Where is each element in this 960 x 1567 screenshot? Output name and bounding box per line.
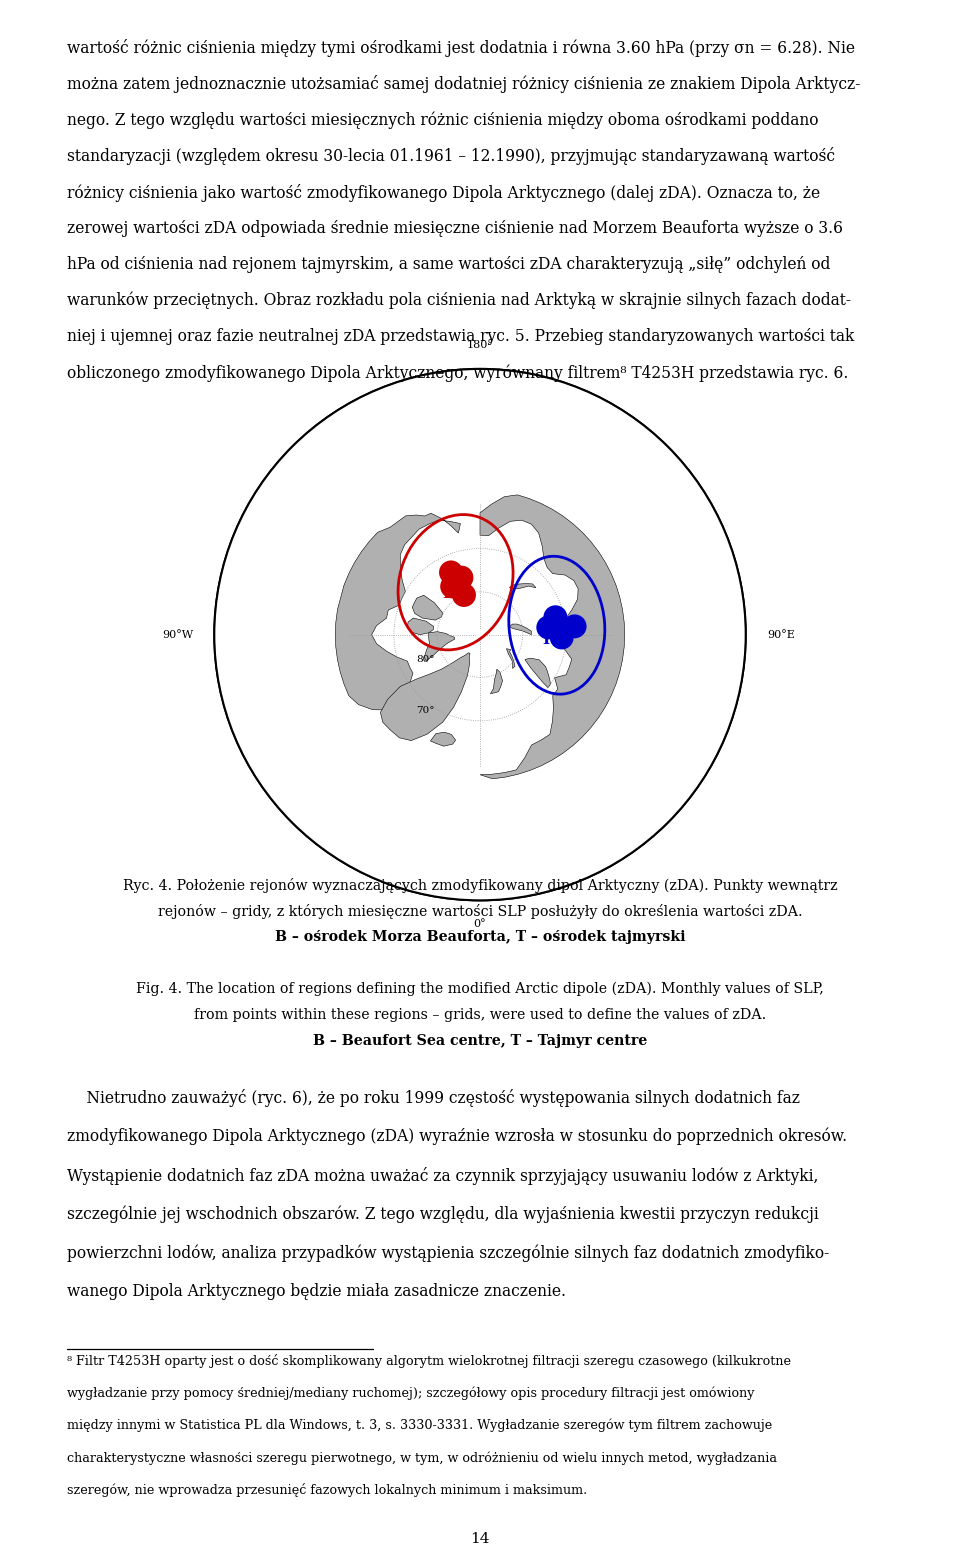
Text: rejonów – gridy, z których miesięczne wartości SLP posłużyły do określenia warto: rejonów – gridy, z których miesięczne wa… [157, 904, 803, 918]
Text: 90°E: 90°E [767, 630, 795, 639]
Text: 80°: 80° [416, 655, 434, 664]
Text: różnicy ciśnienia jako wartość zmodyfikowanego Dipola Arktycznego (dalej zDA). O: różnicy ciśnienia jako wartość zmodyfiko… [67, 183, 821, 202]
Text: charakterystyczne własności szeregu pierwotnego, w tym, w odróżnieniu od wielu i: charakterystyczne własności szeregu pier… [67, 1451, 778, 1465]
Text: szeregów, nie wprowadza przesunięć fazowych lokalnych minimum i maksimum.: szeregów, nie wprowadza przesunięć fazow… [67, 1484, 588, 1498]
Ellipse shape [214, 368, 746, 901]
Circle shape [449, 566, 473, 589]
Text: szczególnie jej wschodnich obszarów. Z tego względu, dla wyjaśnienia kwestii prz: szczególnie jej wschodnich obszarów. Z t… [67, 1205, 819, 1224]
Text: from points within these regions – grids, were used to define the values of zDA.: from points within these regions – grids… [194, 1008, 766, 1022]
Text: Ryc. 4. Położenie rejonów wyznaczających zmodyfikowany dipol Arktyczny (zDA). Pu: Ryc. 4. Położenie rejonów wyznaczających… [123, 878, 837, 893]
Polygon shape [509, 624, 531, 635]
Circle shape [452, 583, 476, 606]
Text: Fig. 4. The location of regions defining the modified Arctic dipole (zDA). Month: Fig. 4. The location of regions defining… [136, 983, 824, 997]
Text: nego. Z tego względu wartości miesięcznych różnic ciśnienia między oboma ośrodka: nego. Z tego względu wartości miesięczny… [67, 111, 819, 128]
Polygon shape [380, 653, 470, 741]
Text: Nietrudno zauważyć (ryc. 6), że po roku 1999 częstość występowania silnych dodat: Nietrudno zauważyć (ryc. 6), że po roku … [67, 1089, 801, 1106]
Text: T: T [540, 633, 552, 647]
Circle shape [563, 614, 587, 638]
Circle shape [439, 561, 463, 584]
Polygon shape [525, 658, 551, 688]
Text: 14: 14 [470, 1533, 490, 1545]
Circle shape [441, 575, 464, 599]
Polygon shape [480, 495, 625, 779]
Text: hPa od ciśnienia nad rejonem tajmyrskim, a same wartości zDA charakteryzują „sił: hPa od ciśnienia nad rejonem tajmyrskim,… [67, 255, 830, 273]
Polygon shape [424, 632, 455, 661]
Text: B: B [442, 588, 455, 602]
Text: zmodyfikowanego Dipola Arktycznego (zDA) wyraźnie wzrosła w stosunku do poprzedn: zmodyfikowanego Dipola Arktycznego (zDA)… [67, 1128, 848, 1145]
Text: 90°W: 90°W [162, 630, 193, 639]
Text: standaryzacji (względem okresu 30-lecia 01.1961 – 12.1990), przyjmując standaryz: standaryzacji (względem okresu 30-lecia … [67, 147, 835, 166]
Text: wanego Dipola Arktycznego będzie miała zasadnicze znaczenie.: wanego Dipola Arktycznego będzie miała z… [67, 1283, 566, 1301]
Text: wygładzanie przy pomocy średniej/mediany ruchomej); szczegółowy opis procedury f: wygładzanie przy pomocy średniej/mediany… [67, 1387, 755, 1399]
Text: ⁸ Filtr T4253H oparty jest o dość skomplikowany algorytm wielokrotnej filtracji : ⁸ Filtr T4253H oparty jest o dość skompl… [67, 1354, 791, 1368]
Text: wartość różnic ciśnienia między tymi ośrodkami jest dodatnia i równa 3.60 hPa (p: wartość różnic ciśnienia między tymi ośr… [67, 39, 855, 56]
Text: B – Beaufort Sea centre, T – Tajmyr centre: B – Beaufort Sea centre, T – Tajmyr cent… [313, 1034, 647, 1048]
Polygon shape [506, 649, 515, 669]
Text: między innymi w Statistica PL dla Windows, t. 3, s. 3330-3331. Wygładzanie szere: między innymi w Statistica PL dla Window… [67, 1418, 773, 1432]
Text: B – ośrodek Morza Beauforta, T – ośrodek tajmyrski: B – ośrodek Morza Beauforta, T – ośrodek… [275, 929, 685, 943]
Polygon shape [510, 583, 536, 589]
Text: powierzchni lodów, analiza przypadków wystąpienia szczególnie silnych faz dodatn: powierzchni lodów, analiza przypadków wy… [67, 1244, 829, 1261]
Text: obliczonego zmodyfikowanego Dipola Arktycznego, wyrównany filtrem⁸ T4253H przeds: obliczonego zmodyfikowanego Dipola Arkty… [67, 364, 849, 382]
Text: zerowej wartości zDA odpowiada średnie miesięczne ciśnienie nad Morzem Beauforta: zerowej wartości zDA odpowiada średnie m… [67, 219, 843, 237]
Text: 0°: 0° [473, 918, 487, 929]
Ellipse shape [214, 368, 746, 901]
Polygon shape [407, 617, 434, 635]
Polygon shape [491, 669, 502, 694]
Circle shape [550, 625, 574, 649]
Text: Wystąpienie dodatnich faz zDA można uważać za czynnik sprzyjający usuwaniu lodów: Wystąpienie dodatnich faz zDA można uważ… [67, 1167, 819, 1185]
Polygon shape [430, 732, 456, 746]
Polygon shape [412, 595, 443, 621]
Text: warunków przeciętnych. Obraz rozkładu pola ciśnienia nad Arktyką w skrajnie siln: warunków przeciętnych. Obraz rozkładu po… [67, 291, 852, 309]
Text: 70°: 70° [416, 707, 434, 715]
Text: można zatem jednoznacznie utożsamiać samej dodatniej różnicy ciśnienia ze znakie: można zatem jednoznacznie utożsamiać sam… [67, 75, 860, 94]
Circle shape [537, 616, 561, 639]
Polygon shape [335, 514, 461, 710]
Text: niej i ujemnej oraz fazie neutralnej zDA przedstawia ryc. 5. Przebieg standaryzo: niej i ujemnej oraz fazie neutralnej zDA… [67, 328, 854, 345]
Circle shape [543, 605, 567, 630]
Text: 180°: 180° [467, 340, 493, 351]
